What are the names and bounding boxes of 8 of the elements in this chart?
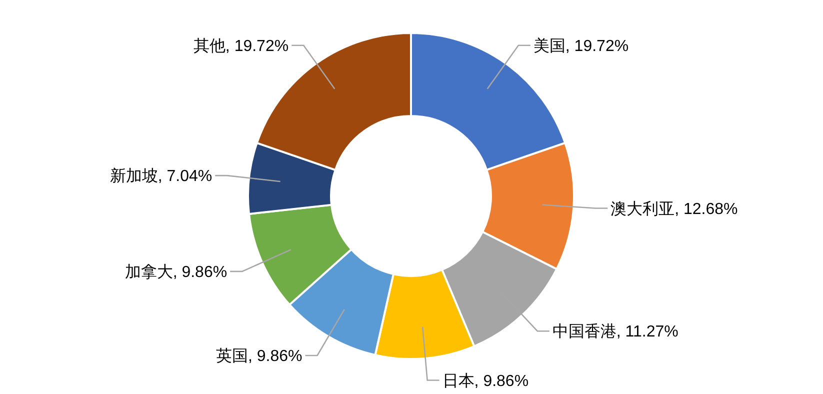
slice-label: 加拿大, 9.86%	[124, 263, 228, 282]
slice-label: 美国, 19.72%	[533, 36, 629, 55]
slice-label: 日本, 9.86%	[442, 372, 529, 390]
slice-label: 新加坡, 7.04%	[110, 167, 212, 186]
slice-label: 英国, 9.86%	[216, 347, 302, 366]
slice-label: 中国香港, 11.27%	[552, 322, 678, 341]
slice-label: 澳大利亚, 12.68%	[610, 200, 738, 218]
slice-label: 其他, 19.72%	[193, 36, 289, 55]
